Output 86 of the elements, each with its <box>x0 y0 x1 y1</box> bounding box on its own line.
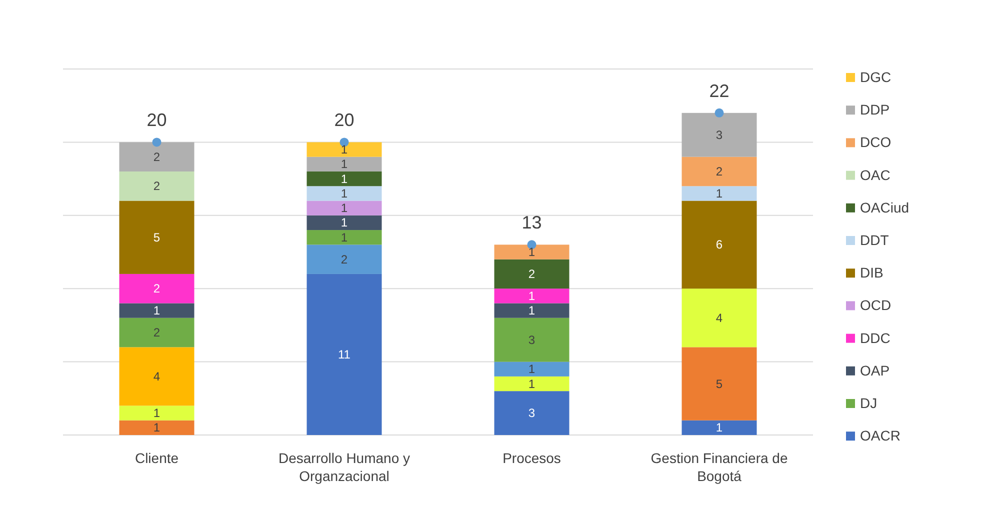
data-label: 2 <box>153 282 160 296</box>
legend-label: DGC <box>860 69 892 85</box>
bar <box>119 171 194 201</box>
data-label: 1 <box>528 362 536 376</box>
data-label: 1 <box>716 186 723 200</box>
data-label: 2 <box>153 179 160 194</box>
bar <box>119 142 194 172</box>
bar <box>682 156 757 186</box>
data-label: 5 <box>153 230 160 244</box>
bar <box>682 112 757 157</box>
data-label: 3 <box>528 406 536 420</box>
bar <box>119 303 194 318</box>
data-label: 2 <box>716 164 723 178</box>
data-label: 1 <box>153 406 160 420</box>
legend-label: OACiud <box>860 199 910 216</box>
x-tick-label: Gestion Financiera de Bogotá <box>650 450 788 484</box>
data-label: 3 <box>528 332 536 347</box>
data-label: 1 <box>716 420 723 435</box>
data-label: 1 <box>340 142 348 157</box>
data-label: 3 <box>716 128 723 142</box>
bar <box>494 303 570 318</box>
legend-label: OAC <box>860 166 890 183</box>
bar <box>494 391 570 435</box>
legend-label: DDP <box>860 102 890 118</box>
data-label: 1 <box>340 230 348 244</box>
bar <box>119 420 194 435</box>
data-label: 2 <box>153 326 160 340</box>
data-label: 22 <box>709 80 730 101</box>
data-label: 2 <box>528 266 536 281</box>
bar <box>306 171 382 186</box>
legend-label: DDT <box>860 232 890 248</box>
bar <box>494 362 570 376</box>
x-tick-label: Procesos <box>502 450 561 466</box>
bar <box>306 244 382 274</box>
data-label: 1 <box>340 201 348 216</box>
data-label: 13 <box>522 212 542 233</box>
x-tick-label: Desarrollo Humano y Organzacional <box>278 450 410 484</box>
bar <box>494 376 570 392</box>
bar <box>306 142 382 157</box>
bar <box>306 200 382 216</box>
legend-label: DJ <box>860 395 878 411</box>
bar <box>682 200 757 289</box>
bar <box>494 318 570 362</box>
data-label: 1 <box>340 157 348 172</box>
bar <box>306 230 382 245</box>
data-label: 1 <box>528 304 536 318</box>
x-tick-label: Cliente <box>134 450 179 466</box>
data-label: 1 <box>528 376 536 391</box>
data-label: 11 <box>338 347 351 362</box>
bar <box>119 274 194 304</box>
data-label: 4 <box>153 369 160 384</box>
bar <box>682 186 757 201</box>
data-label: 1 <box>153 304 160 318</box>
bar <box>119 200 194 274</box>
bar <box>306 186 382 201</box>
bar <box>119 406 194 420</box>
data-label: 4 <box>716 310 723 325</box>
legend-label: DCO <box>860 134 892 150</box>
legend-label: DIB <box>860 264 884 281</box>
data-label: 20 <box>334 110 354 130</box>
bar <box>306 274 382 435</box>
data-label: 2 <box>340 252 348 266</box>
bar <box>682 347 757 420</box>
data-label: 1 <box>340 216 348 230</box>
bar <box>682 288 757 348</box>
data-label: 6 <box>716 238 723 252</box>
data-label: 1 <box>528 288 536 303</box>
data-label: 2 <box>153 150 160 164</box>
data-label: 1 <box>340 172 348 186</box>
bar <box>494 244 570 260</box>
data-label: 1 <box>528 245 536 259</box>
bar <box>119 318 194 348</box>
bar <box>494 288 570 304</box>
data-label: 1 <box>153 420 160 435</box>
data-label: 1 <box>340 186 348 200</box>
bar <box>306 156 382 172</box>
data-label: 5 <box>716 376 723 391</box>
legend-label: DDC <box>860 330 890 346</box>
legend-label: OACR <box>860 428 900 444</box>
legend-label: OAP <box>860 362 890 378</box>
bar <box>682 420 757 435</box>
bar <box>306 215 382 230</box>
data-label: 20 <box>146 110 167 130</box>
bar <box>494 259 570 289</box>
legend-label: OCD <box>860 297 892 314</box>
bar <box>119 347 194 406</box>
